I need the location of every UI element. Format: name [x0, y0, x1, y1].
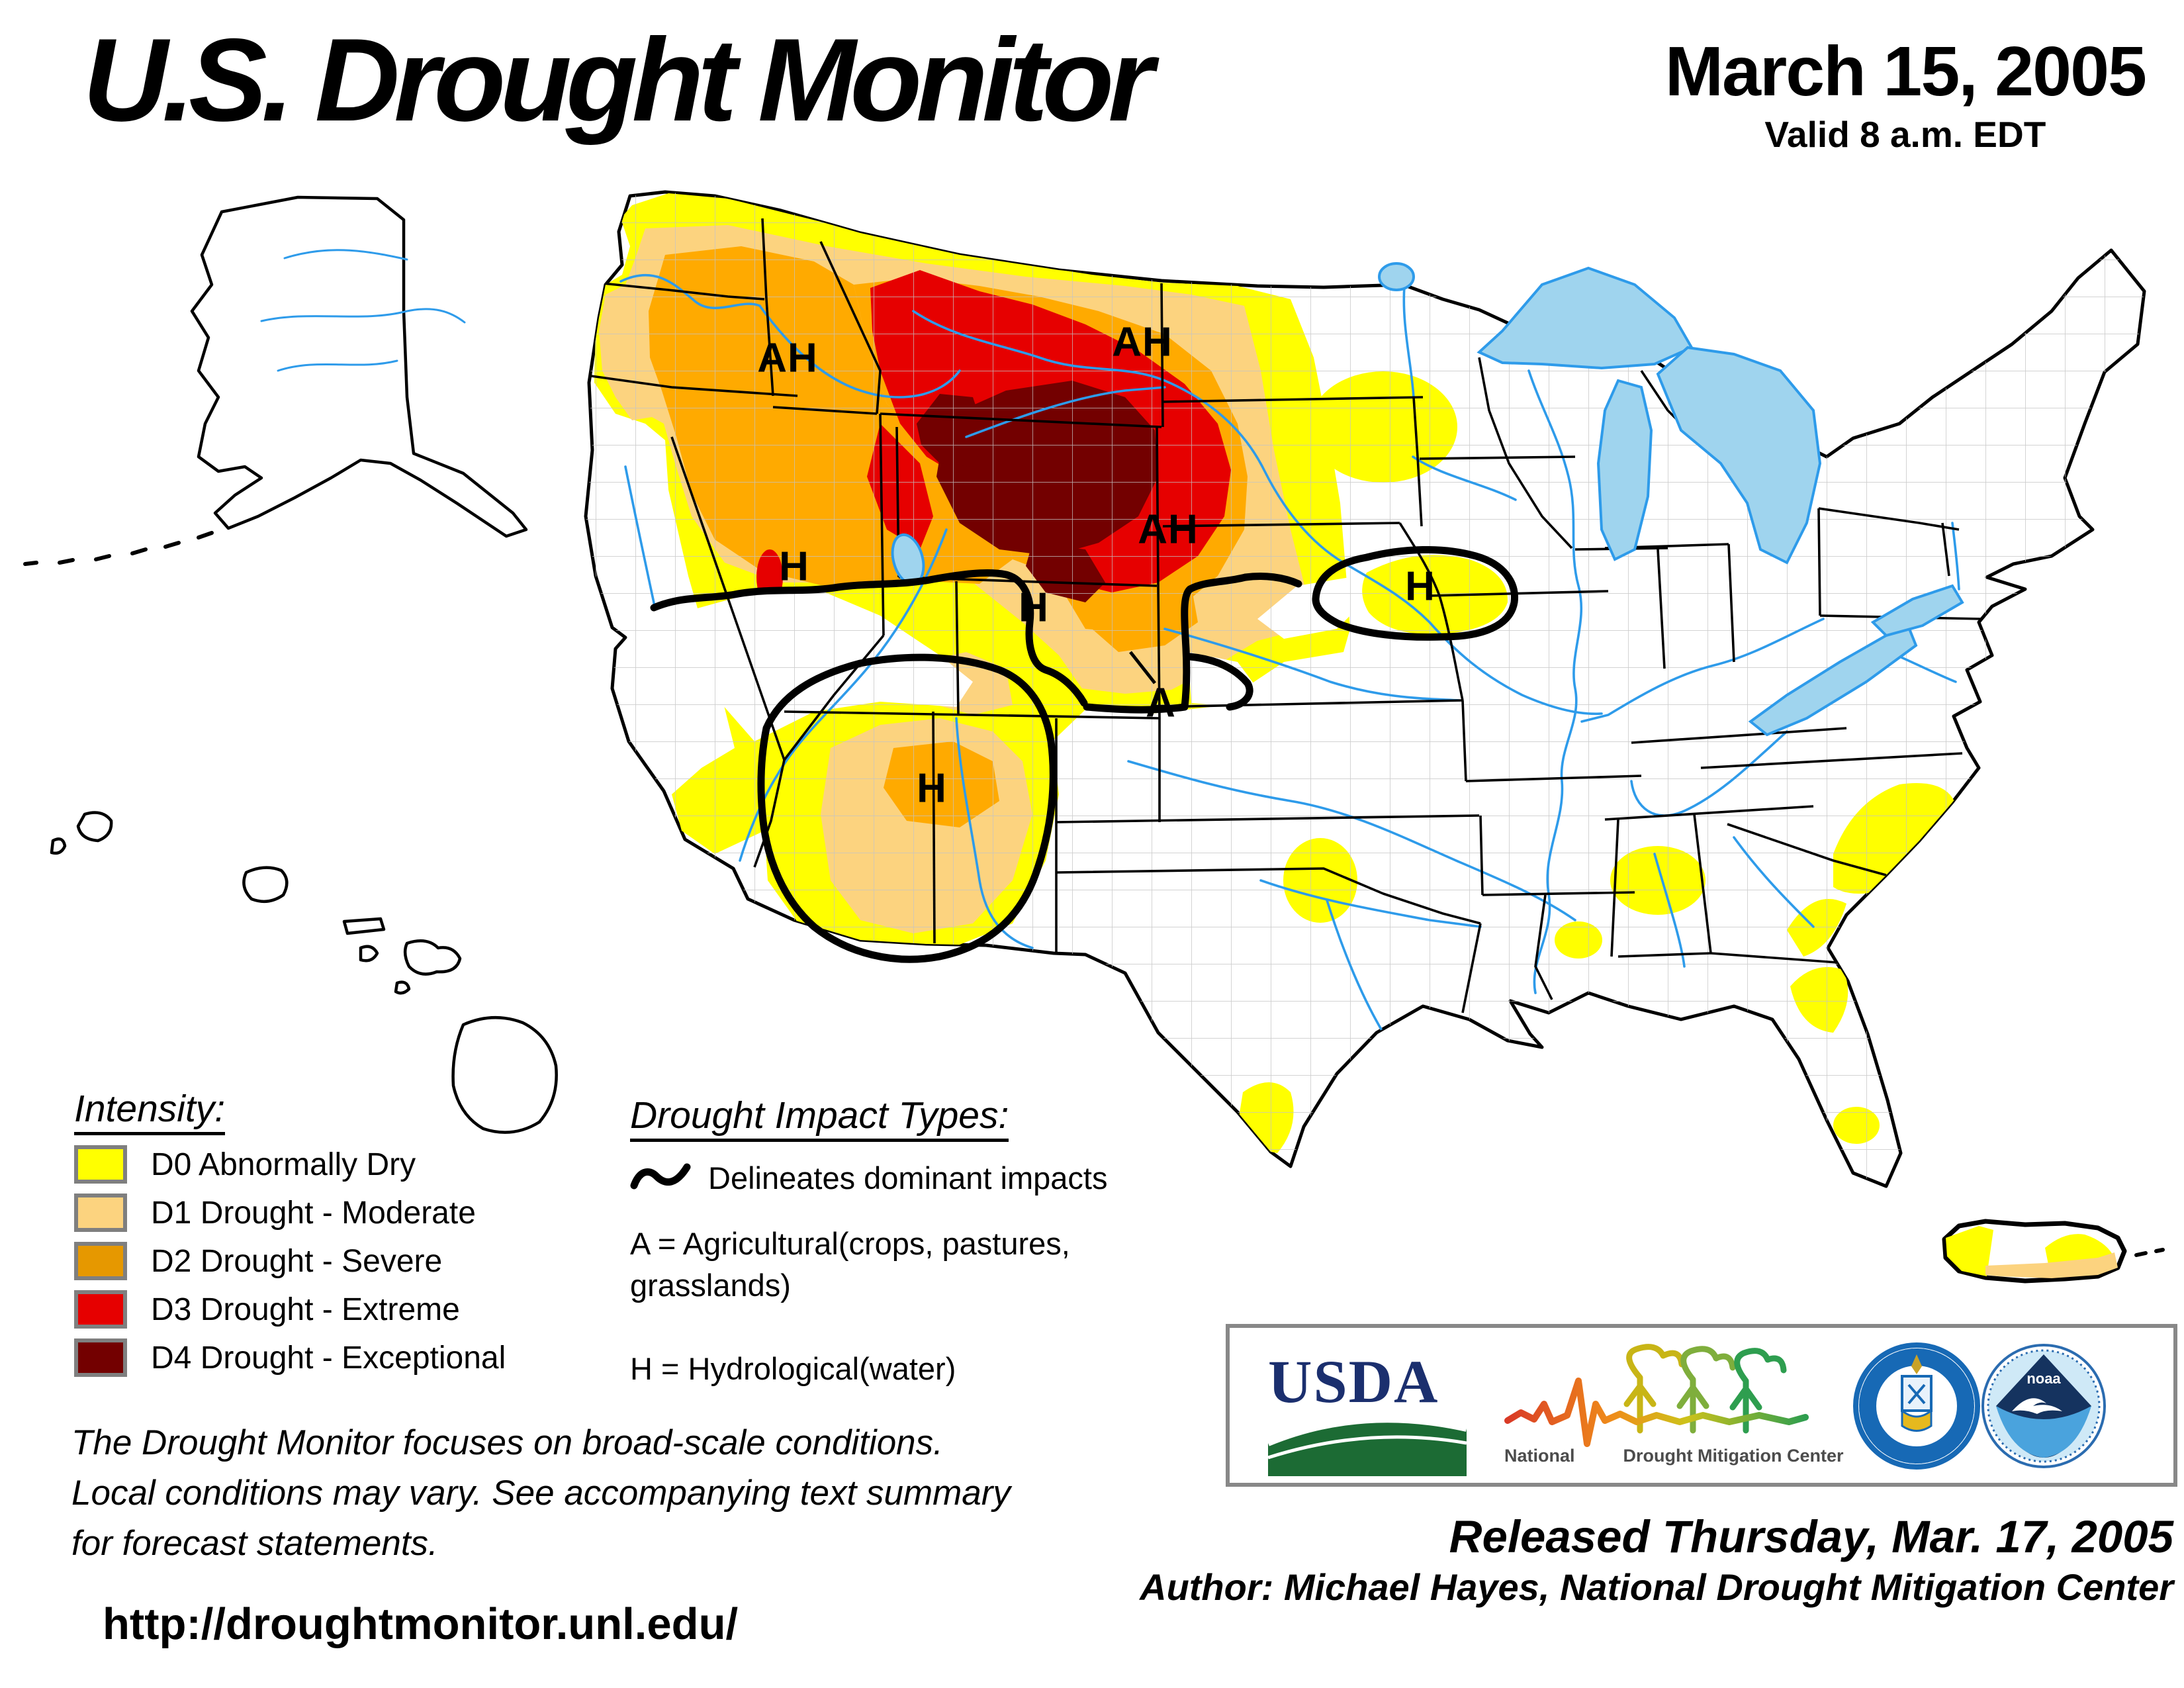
lake-of-the-woods — [1378, 262, 1415, 291]
commerce-seal-icon — [1853, 1342, 1980, 1470]
lake-superior — [1477, 266, 1694, 370]
map-valid-time: Valid 8 a.m. EDT — [1764, 114, 2046, 155]
impact-agricultural: A = Agricultural(crops, pastures, grassl… — [630, 1223, 1133, 1307]
website-url[interactable]: http://droughtmonitor.unl.edu/ — [103, 1599, 739, 1649]
lake-huron — [1656, 346, 1822, 565]
d0-swatch — [74, 1145, 127, 1184]
pr-small-islands — [2134, 1248, 2165, 1257]
impact-heading: Drought Impact Types: — [630, 1094, 1009, 1142]
release-author: Author: Michael Hayes, National Drought … — [1140, 1566, 2173, 1608]
noaa-seal-icon: noaa — [1981, 1344, 2106, 1468]
legend-row-d0: D0 Abnormally Dry — [74, 1145, 506, 1184]
map-label-h-nevada: H — [779, 543, 809, 590]
map-date-block: March 15, 2005 Valid 8 a.m. EDT — [1664, 32, 2147, 156]
d3-swatch — [74, 1290, 127, 1329]
legend-row-d1: D1 Drought - Moderate — [74, 1194, 506, 1232]
molokai — [342, 917, 386, 935]
noaa-seal-text: noaa — [2026, 1370, 2061, 1387]
alaska-rivers — [260, 249, 466, 372]
alaska-outline — [190, 195, 528, 538]
d2-swatch — [74, 1242, 127, 1280]
legend-heading: Intensity: — [74, 1087, 226, 1135]
usda-logo: USDA — [1267, 1346, 1468, 1476]
alaska-inset — [23, 195, 528, 566]
puerto-rico-inset — [1942, 1219, 2165, 1284]
ndmc-logo: National Drought Mitigation Center — [1504, 1341, 1844, 1474]
usda-logo-text: USDA — [1268, 1348, 1439, 1415]
lake-ontario — [1870, 584, 1964, 637]
map-label-h-iowa: H — [1405, 563, 1435, 610]
d4-swatch — [74, 1338, 127, 1377]
kahoolawe — [394, 980, 411, 995]
map-label-ah-nebraska: AH — [1138, 506, 1199, 553]
d1-swatch — [74, 1194, 127, 1232]
map-label-a-nebraska: A — [1146, 680, 1176, 726]
lanai — [359, 945, 379, 962]
maui — [403, 939, 462, 976]
page-title: U.S. Drought Monitor — [83, 14, 1154, 146]
impact-a-line2: grasslands) — [630, 1268, 791, 1303]
map-label-h-new-mexico: H — [917, 765, 947, 812]
big-island — [451, 1016, 558, 1134]
d2-label: D2 Drought - Severe — [151, 1243, 443, 1279]
ndmc-text-left: National — [1504, 1446, 1575, 1466]
ndmc-trees-icon — [1504, 1344, 1809, 1447]
impact-types-block: Drought Impact Types: Delineates dominan… — [630, 1094, 1133, 1387]
lake-michigan — [1596, 379, 1653, 561]
a-label-leader-line — [1129, 651, 1156, 684]
intensity-legend: Intensity: D0 Abnormally Dry D1 Drought … — [74, 1087, 506, 1377]
disclaimer-line2: Local conditions may vary. See accompany… — [71, 1473, 1011, 1513]
pr-d1-south — [1985, 1252, 2118, 1278]
d0-label: D0 Abnormally Dry — [151, 1147, 416, 1182]
legend-row-d4: D4 Drought - Exceptional — [74, 1338, 506, 1377]
map-label-ah-northwest: AH — [757, 335, 818, 381]
usda-field-icon — [1267, 1416, 1468, 1476]
squiggle-icon — [630, 1163, 691, 1190]
disclaimer-line1: The Drought Monitor focuses on broad-sca… — [71, 1423, 943, 1462]
impact-delineation-lines — [650, 545, 1518, 963]
release-block: Released Thursday, Mar. 17, 2005 Author:… — [1140, 1511, 2173, 1609]
ndmc-logo-text: National Drought Mitigation Center — [1504, 1446, 1844, 1466]
pr-d0-west — [1946, 1226, 1993, 1276]
aleutian-islands — [23, 531, 214, 566]
disclaimer: The Drought Monitor focuses on broad-sca… — [71, 1418, 1011, 1568]
impact-squiggle-row: Delineates dominant impacts — [630, 1159, 1133, 1196]
lake-erie — [1748, 627, 1918, 737]
ndmc-text-right: Drought Mitigation Center — [1623, 1446, 1844, 1466]
kauai — [76, 811, 113, 843]
release-date: Released Thursday, Mar. 17, 2005 — [1449, 1511, 2173, 1562]
legend-row-d3: D3 Drought - Extreme — [74, 1290, 506, 1329]
squiggle-label: Delineates dominant impacts — [708, 1160, 1108, 1196]
d1-label: D1 Drought - Moderate — [151, 1195, 476, 1231]
map-label-ah-montana: AH — [1112, 319, 1173, 365]
d4-label: D4 Drought - Exceptional — [151, 1340, 506, 1376]
impact-hydrological: H = Hydrological(water) — [630, 1350, 956, 1386]
d3-label: D3 Drought - Extreme — [151, 1291, 460, 1327]
legend-row-d2: D2 Drought - Severe — [74, 1242, 506, 1280]
oahu — [242, 866, 289, 904]
hawaii-inset — [50, 811, 558, 1134]
map-label-h-utah: H — [1019, 585, 1049, 631]
impact-a-line1: A = Agricultural(crops, pastures, — [630, 1226, 1070, 1261]
great-lakes — [891, 262, 1964, 737]
niihau — [50, 837, 67, 855]
map-date: March 15, 2005 — [1664, 32, 2147, 111]
agency-logos-box: USDA National Drought Mitigation Center — [1226, 1324, 2177, 1487]
disclaimer-line3: for forecast statements. — [71, 1523, 438, 1563]
